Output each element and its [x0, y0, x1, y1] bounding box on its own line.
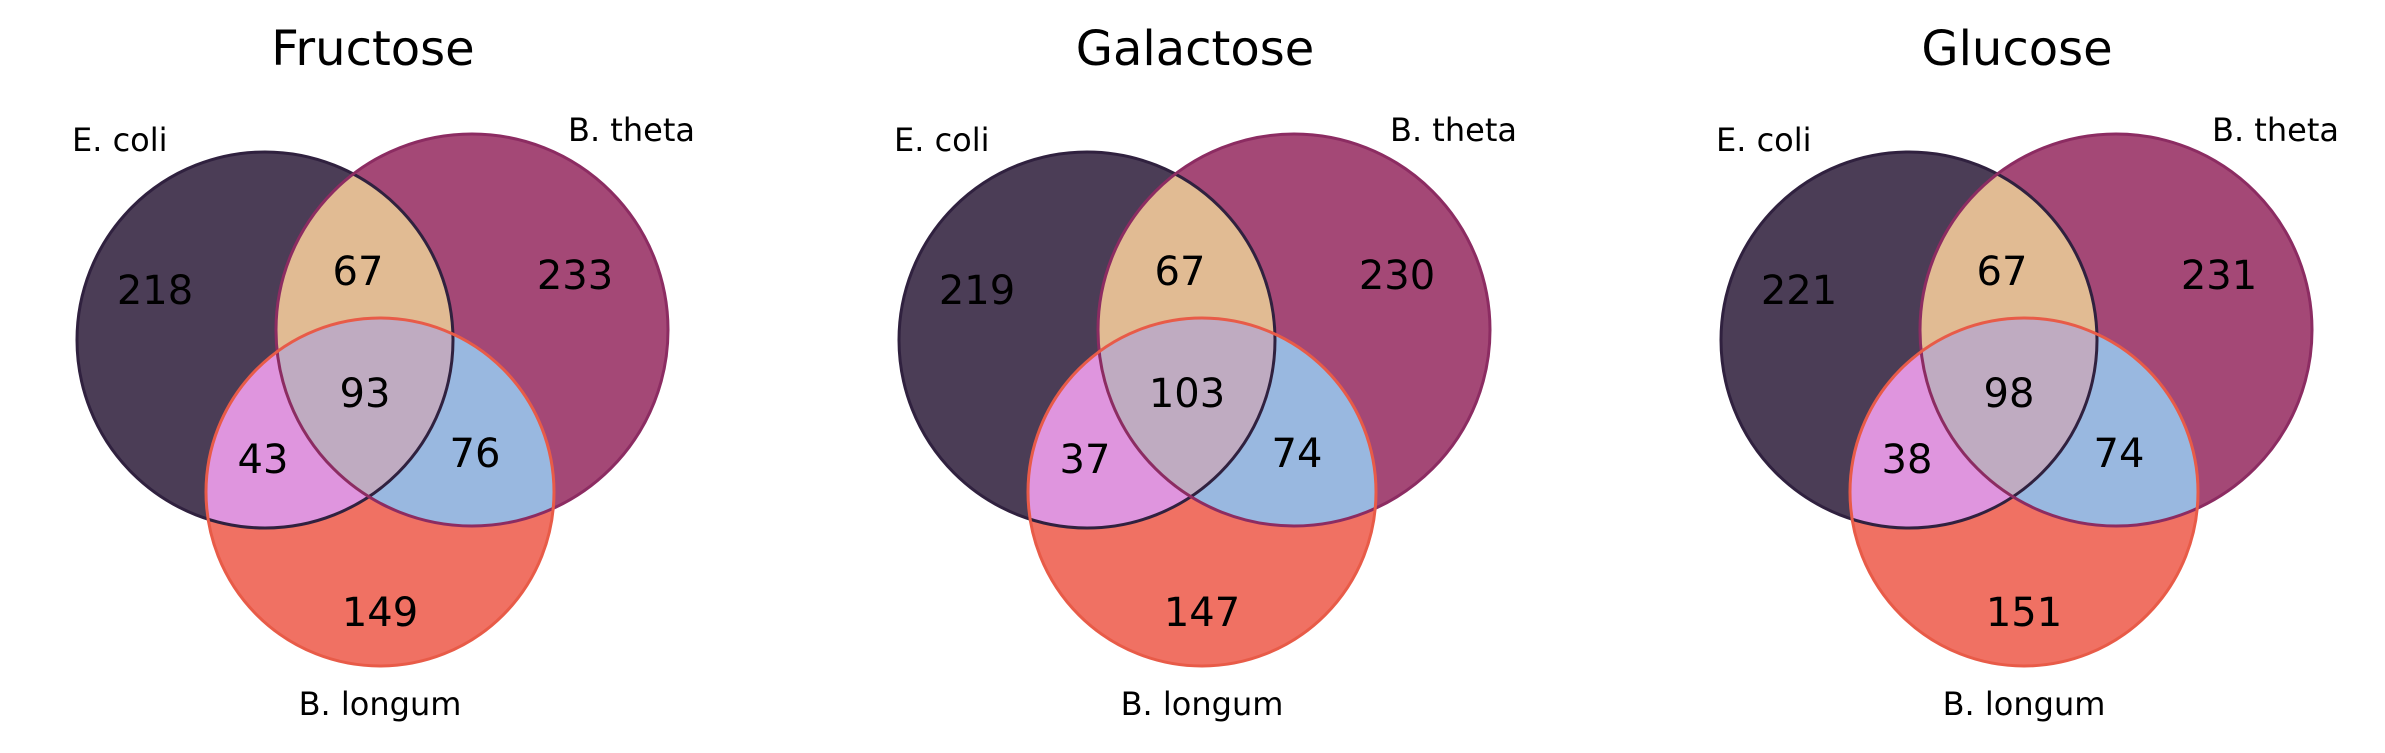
- region-count-ac: 38: [1882, 437, 1933, 483]
- region-count-c-only: 151: [1986, 590, 2062, 636]
- set-a-outline: [897, 150, 1277, 530]
- set-c-outline: [204, 316, 556, 668]
- set-label-b: B. theta: [568, 111, 695, 149]
- set-label-a: E. coli: [894, 121, 990, 159]
- set-label-b: B. theta: [1390, 111, 1517, 149]
- region-count-a-only: 221: [1761, 268, 1837, 314]
- set-label-c: B. longum: [1121, 685, 1284, 723]
- set-b-outline: [274, 132, 670, 528]
- region-count-bc: 74: [1272, 431, 1323, 477]
- venn-panel-fructose: Fructose E. coli B. theta B. longum 218 233 67…: [72, 21, 695, 723]
- set-label-c: B. longum: [299, 685, 462, 723]
- region-count-bc: 74: [2094, 431, 2145, 477]
- region-count-ab: 67: [333, 249, 384, 295]
- set-b-outline: [1918, 132, 2314, 528]
- region-count-c-only: 147: [1164, 590, 1240, 636]
- region-count-ac: 37: [1060, 437, 1111, 483]
- set-a-outline: [75, 150, 455, 530]
- region-count-a-only: 219: [939, 268, 1015, 314]
- panel-title: Glucose: [1921, 21, 2112, 77]
- set-b-outline: [1096, 132, 1492, 528]
- region-count-ab: 67: [1155, 249, 1206, 295]
- set-c-outline: [1026, 316, 1378, 668]
- region-count-a-only: 218: [117, 268, 193, 314]
- set-c-outline: [1848, 316, 2200, 668]
- region-count-b-only: 233: [537, 253, 613, 299]
- panel-title: Fructose: [271, 21, 474, 77]
- venn-panel-glucose: Glucose E. coli B. theta B. longum 221 231 67 9…: [1716, 21, 2339, 723]
- set-a-outline: [1719, 150, 2099, 530]
- region-count-ab: 67: [1977, 249, 2028, 295]
- region-count-ac: 43: [238, 437, 289, 483]
- venn-panel-galactose: Galactose E. coli B. theta B. longum 219 230 6…: [894, 21, 1517, 723]
- region-count-b-only: 230: [1359, 253, 1435, 299]
- region-count-abc: 98: [1984, 371, 2035, 417]
- set-label-c: B. longum: [1943, 685, 2106, 723]
- panel-title: Galactose: [1076, 21, 1314, 77]
- set-label-a: E. coli: [72, 121, 168, 159]
- region-count-b-only: 231: [2181, 253, 2257, 299]
- region-count-abc: 103: [1149, 371, 1225, 417]
- set-label-a: E. coli: [1716, 121, 1812, 159]
- region-count-c-only: 149: [342, 590, 418, 636]
- set-label-b: B. theta: [2212, 111, 2339, 149]
- region-count-abc: 93: [340, 371, 391, 417]
- region-count-bc: 76: [450, 431, 501, 477]
